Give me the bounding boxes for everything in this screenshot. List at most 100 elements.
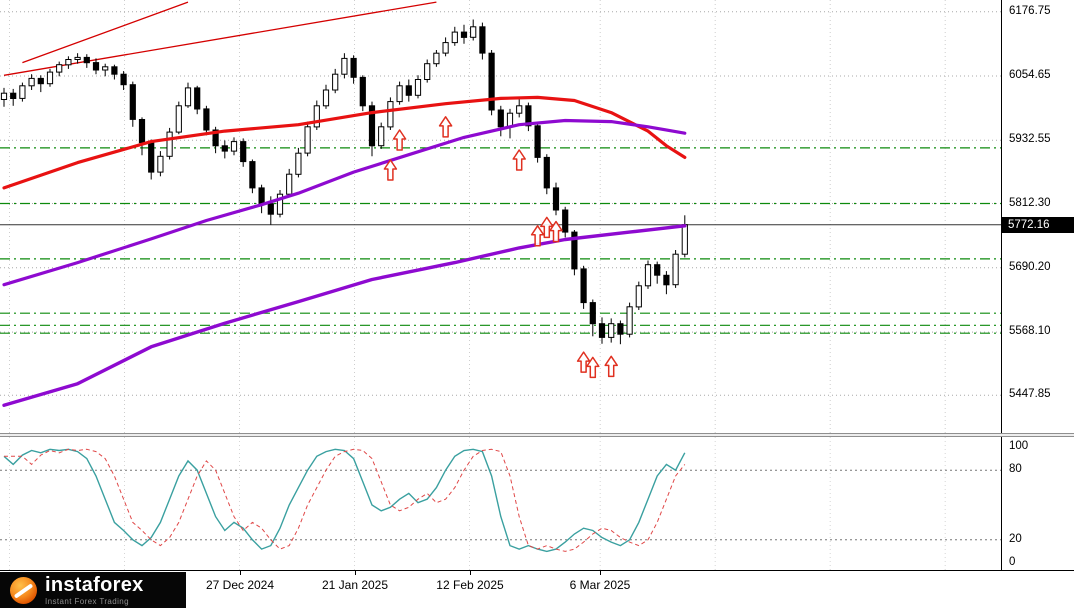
candle-body bbox=[497, 109, 504, 128]
candle-body bbox=[56, 64, 63, 73]
time-axis[interactable]: instaforex Instant Forex Trading 27 Dec … bbox=[0, 570, 1074, 608]
date-label: 12 Feb 2025 bbox=[436, 578, 504, 592]
ma-purple-slow bbox=[2, 224, 687, 407]
candle-body bbox=[184, 87, 192, 107]
candle-body bbox=[368, 105, 376, 147]
candle-body bbox=[654, 264, 661, 276]
up-arrow-marker bbox=[549, 220, 563, 243]
date-label: 21 Jan 2025 bbox=[321, 578, 389, 592]
candle-body bbox=[37, 77, 44, 85]
up-arrow-marker bbox=[512, 149, 526, 171]
indicator-panel[interactable] bbox=[0, 437, 1001, 570]
candle-body bbox=[221, 145, 228, 152]
candle-body bbox=[396, 85, 403, 103]
candle-body bbox=[414, 79, 422, 96]
time-axis-tick bbox=[600, 571, 601, 575]
oscillator-main-line bbox=[3, 448, 686, 553]
candle-body bbox=[387, 101, 394, 128]
ma-red bbox=[2, 95, 687, 190]
candle-body bbox=[92, 62, 100, 71]
candle-body bbox=[672, 253, 679, 286]
candle-body bbox=[552, 187, 560, 211]
candle-body bbox=[148, 142, 155, 173]
candle-body bbox=[203, 108, 210, 131]
candle-body bbox=[313, 105, 320, 128]
time-axis-tick bbox=[355, 571, 356, 575]
candle-body bbox=[562, 209, 569, 233]
candle-body bbox=[258, 187, 265, 205]
main-chart-panel[interactable] bbox=[0, 0, 1001, 433]
current-price-tag: 5772.16 bbox=[1001, 217, 1074, 233]
up-arrow-marker bbox=[586, 356, 600, 379]
brand-name: instaforex bbox=[45, 574, 144, 596]
price-chart-canvas[interactable] bbox=[0, 0, 1001, 433]
price-axis-label: 6054.65 bbox=[1009, 69, 1051, 81]
time-axis-tick bbox=[470, 571, 471, 575]
candle-body bbox=[175, 105, 182, 133]
candle-body bbox=[19, 85, 26, 99]
candle-body bbox=[580, 268, 587, 304]
candle-body bbox=[451, 31, 458, 44]
candle-body bbox=[617, 323, 624, 335]
candle-body bbox=[138, 119, 146, 144]
price-axis-label: 5568.10 bbox=[1009, 325, 1051, 337]
candle-body bbox=[304, 126, 311, 154]
candle-body bbox=[534, 125, 541, 158]
instaforex-logo: instaforex Instant Forex Trading bbox=[0, 572, 186, 608]
candle-body bbox=[663, 274, 670, 286]
price-axis[interactable]: 6176.75 6054.65 5932.55 5812.30 5690.20 5568.… bbox=[1001, 0, 1074, 433]
candle-body bbox=[322, 89, 330, 107]
ma-purple-fast bbox=[2, 118, 687, 287]
up-arrow-marker bbox=[530, 225, 545, 247]
up-arrow-marker bbox=[576, 351, 591, 373]
candle-body bbox=[83, 56, 90, 64]
trendline bbox=[3, 1, 437, 76]
candle-body bbox=[350, 57, 357, 78]
candle-body bbox=[341, 57, 348, 75]
trendline bbox=[22, 1, 189, 64]
panel-separator[interactable] bbox=[0, 433, 1074, 437]
candle-body bbox=[10, 92, 17, 99]
candle-body bbox=[276, 193, 284, 215]
indicator-axis[interactable]: 100 80 20 0 bbox=[1001, 437, 1074, 570]
logo-icon bbox=[10, 577, 37, 604]
candle-body bbox=[608, 323, 615, 338]
brand-tagline: Instant Forex Trading bbox=[45, 597, 129, 606]
candle-body bbox=[644, 264, 652, 287]
candle-body bbox=[295, 152, 302, 175]
candle-body bbox=[405, 85, 412, 96]
candle-body bbox=[460, 31, 468, 38]
indicator-axis-label: 80 bbox=[1009, 463, 1022, 475]
candle-body bbox=[120, 73, 127, 86]
candle-body bbox=[488, 52, 495, 111]
candle-body bbox=[424, 63, 431, 81]
candle-body bbox=[470, 26, 477, 38]
indicator-axis-label: 0 bbox=[1009, 556, 1016, 568]
candle-body bbox=[332, 73, 339, 91]
price-axis-label: 5812.30 bbox=[1009, 197, 1051, 209]
candle-body bbox=[46, 71, 54, 85]
indicator-axis-label: 20 bbox=[1009, 533, 1022, 545]
price-axis-label: 6176.75 bbox=[1009, 5, 1051, 17]
indicator-axis-label: 100 bbox=[1009, 440, 1029, 452]
candle-body bbox=[598, 323, 606, 338]
candle-body bbox=[74, 56, 81, 61]
candle-body bbox=[681, 224, 688, 255]
candle-body bbox=[626, 306, 633, 335]
date-label: 6 Mar 2025 bbox=[569, 578, 631, 592]
up-arrow-marker bbox=[604, 355, 618, 378]
candle-body bbox=[249, 161, 256, 189]
oscillator-canvas[interactable] bbox=[0, 437, 1001, 570]
candle-body bbox=[166, 131, 173, 157]
candle-body bbox=[525, 105, 532, 127]
date-label: 27 Dec 2024 bbox=[205, 578, 275, 592]
up-arrow-marker bbox=[383, 159, 398, 181]
candle-body bbox=[102, 66, 109, 71]
candle-body bbox=[543, 156, 550, 189]
price-axis-label: 5447.85 bbox=[1009, 388, 1051, 400]
candle-body bbox=[571, 231, 578, 270]
candle-body bbox=[0, 92, 8, 100]
oscillator-signal-line bbox=[4, 448, 686, 552]
candle-body bbox=[129, 84, 136, 120]
